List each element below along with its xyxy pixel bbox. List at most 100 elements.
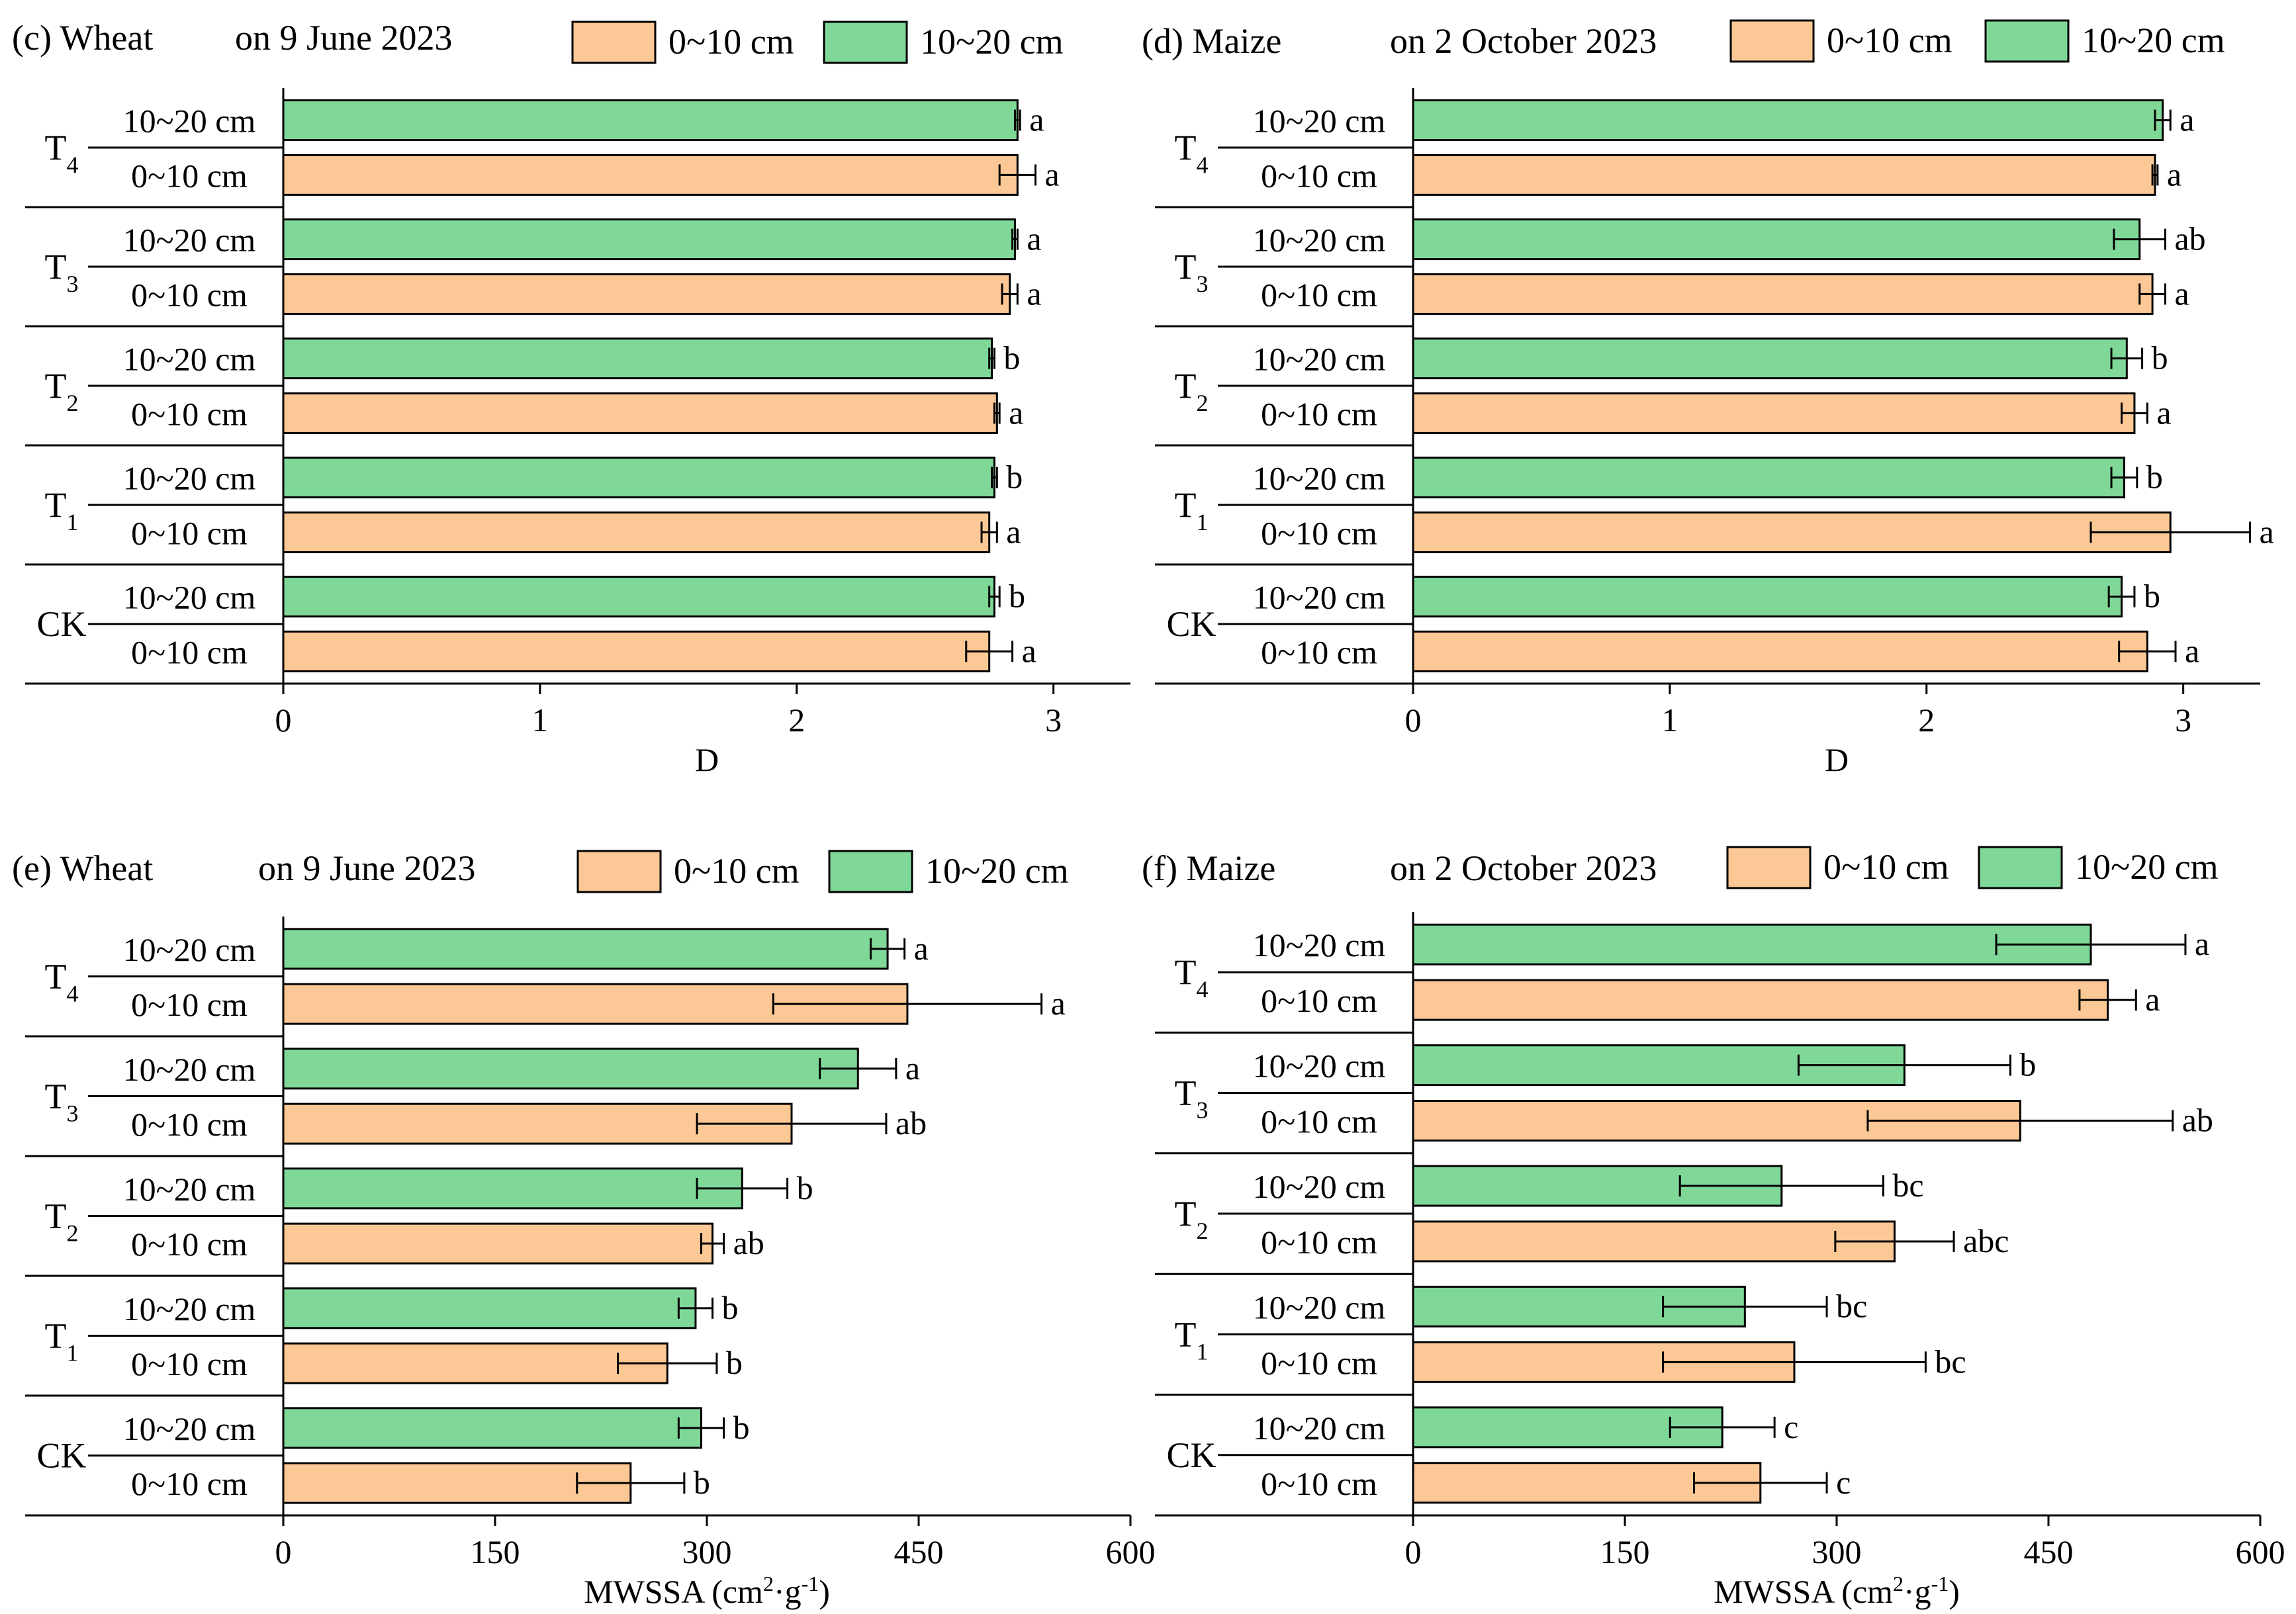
group-label: T1 <box>45 485 79 535</box>
group-label: T2 <box>1175 366 1209 416</box>
significance-letter: b <box>2144 578 2160 615</box>
legend-label-shallow: 0~10 cm <box>674 851 800 891</box>
legend: 0~10 cm 10~20 cm <box>571 21 1064 64</box>
significance-letter: b <box>797 1169 813 1206</box>
bar-deep <box>282 576 995 618</box>
group-label: CK <box>1166 604 1216 644</box>
significance-letter: a <box>1029 101 1044 138</box>
bar-category-label: 0~10 cm <box>131 276 248 313</box>
group-label: T2 <box>45 1196 79 1247</box>
significance-letter: b <box>733 1409 750 1446</box>
significance-letter: a <box>2259 513 2273 550</box>
group-t2: T2 10~20 cm bc 0~10 cm abc <box>1155 1152 2009 1263</box>
bar-shallow <box>1412 1220 1896 1263</box>
bar-deep <box>282 1287 697 1329</box>
significance-letter: a <box>2180 101 2194 138</box>
legend-label-shallow: 0~10 cm <box>1823 847 1949 887</box>
bar-category-label: 10~20 cm <box>123 1290 256 1327</box>
group-label: T4 <box>45 128 79 178</box>
x-tick-label: 0 <box>275 701 292 739</box>
bar-category-label: 10~20 cm <box>123 222 256 259</box>
x-tick-label: 600 <box>2236 1533 2285 1570</box>
bar-shallow <box>1412 1100 2021 1142</box>
bar-shallow <box>282 273 1011 315</box>
x-tick-label: 450 <box>894 1533 944 1570</box>
x-axis-label: D <box>1825 741 1849 778</box>
panel-label: (d) Maize <box>1142 21 1281 61</box>
legend-swatch-deep <box>823 21 908 64</box>
significance-letter: bc <box>1892 1167 1923 1204</box>
significance-letter: a <box>914 930 929 967</box>
significance-letter: b <box>722 1289 739 1326</box>
bar-category-label: 10~20 cm <box>1253 579 1386 616</box>
bar-shallow <box>282 1342 668 1384</box>
legend-label-shallow: 0~10 cm <box>668 22 794 62</box>
group-label: T2 <box>1175 1194 1209 1244</box>
group-ck: CK 10~20 cm b 0~10 cm a <box>1155 563 2199 672</box>
group-label: CK <box>36 1436 86 1476</box>
bar-shallow <box>282 1462 632 1504</box>
significance-letter: a <box>1051 985 1066 1022</box>
group-ck: CK 10~20 cm b 0~10 cm b <box>25 1394 750 1504</box>
bar-deep <box>282 457 995 499</box>
bar-shallow <box>282 392 998 434</box>
x-tick-label: 0 <box>1405 1533 1422 1570</box>
bar-category-label: 10~20 cm <box>1253 222 1386 259</box>
significance-letter: ab <box>2174 220 2205 257</box>
legend-label-deep: 10~20 cm <box>920 22 1064 62</box>
bar-category-label: 0~10 cm <box>131 514 248 551</box>
bar-category-label: 0~10 cm <box>1261 1224 1377 1261</box>
bar-deep <box>1412 337 2128 380</box>
significance-letter: a <box>1044 156 1059 193</box>
bar-shallow <box>1412 392 2136 434</box>
significance-letter: a <box>905 1050 920 1087</box>
bar-category-label: 10~20 cm <box>1253 103 1386 140</box>
significance-letter: b <box>1006 459 1023 496</box>
significance-letter: a <box>2156 394 2171 431</box>
significance-letter: ab <box>2182 1102 2213 1139</box>
significance-letter: bc <box>1935 1343 1966 1380</box>
x-axis-label: MWSSA (cm2·g-1) <box>1714 1572 1960 1610</box>
bar-shallow <box>1412 154 2156 196</box>
bar-category-label: 10~20 cm <box>123 1410 256 1447</box>
legend: 0~10 cm 10~20 cm <box>1729 19 2225 63</box>
bar-category-label: 0~10 cm <box>131 633 248 670</box>
legend-label-deep: 10~20 cm <box>925 851 1069 891</box>
group-t4: T4 10~20 cm a 0~10 cm a <box>45 99 1060 196</box>
significance-letter: ab <box>733 1224 764 1261</box>
bar-deep <box>282 218 1016 261</box>
significance-letter: b <box>726 1344 743 1381</box>
bar-category-label: 10~20 cm <box>1253 1168 1386 1205</box>
bar-category-label: 10~20 cm <box>1253 1048 1386 1085</box>
legend-swatch-shallow <box>571 21 657 64</box>
group-t2: T2 10~20 cm b 0~10 cm ab <box>25 1155 813 1265</box>
group-label: T4 <box>45 957 79 1007</box>
bar-shallow <box>282 1222 714 1265</box>
group-t1: T1 10~20 cm b 0~10 cm a <box>25 444 1023 553</box>
bar-category-label: 10~20 cm <box>1253 926 1386 964</box>
bar-deep <box>1412 923 2092 965</box>
panel-label: (e) Wheat <box>12 848 153 888</box>
bar-shallow <box>282 511 991 553</box>
panel-label: (c) Wheat <box>12 18 153 58</box>
panel-date: on 9 June 2023 <box>235 18 452 58</box>
group-t1: T1 10~20 cm b 0~10 cm a <box>1155 444 2274 553</box>
bar-shallow <box>282 154 1019 196</box>
significance-letter: a <box>1009 394 1023 431</box>
bar-deep <box>282 1167 743 1210</box>
x-tick-label: 1 <box>531 701 548 739</box>
bar-category-label: 10~20 cm <box>123 579 256 616</box>
bar-category-label: 10~20 cm <box>123 931 256 968</box>
bar-shallow <box>282 630 991 672</box>
bar-deep <box>282 1407 702 1449</box>
x-tick-label: 3 <box>2175 701 2191 739</box>
bar-category-label: 0~10 cm <box>131 157 248 194</box>
legend: 0~10 cm 10~20 cm <box>576 850 1069 893</box>
legend-swatch-shallow <box>1726 846 1812 889</box>
bar-category-label: 10~20 cm <box>123 103 256 140</box>
legend-label-deep: 10~20 cm <box>2082 21 2225 60</box>
group-label: T3 <box>1175 1073 1209 1124</box>
bar-deep <box>1412 99 2164 142</box>
bar-shallow <box>1412 273 2154 315</box>
